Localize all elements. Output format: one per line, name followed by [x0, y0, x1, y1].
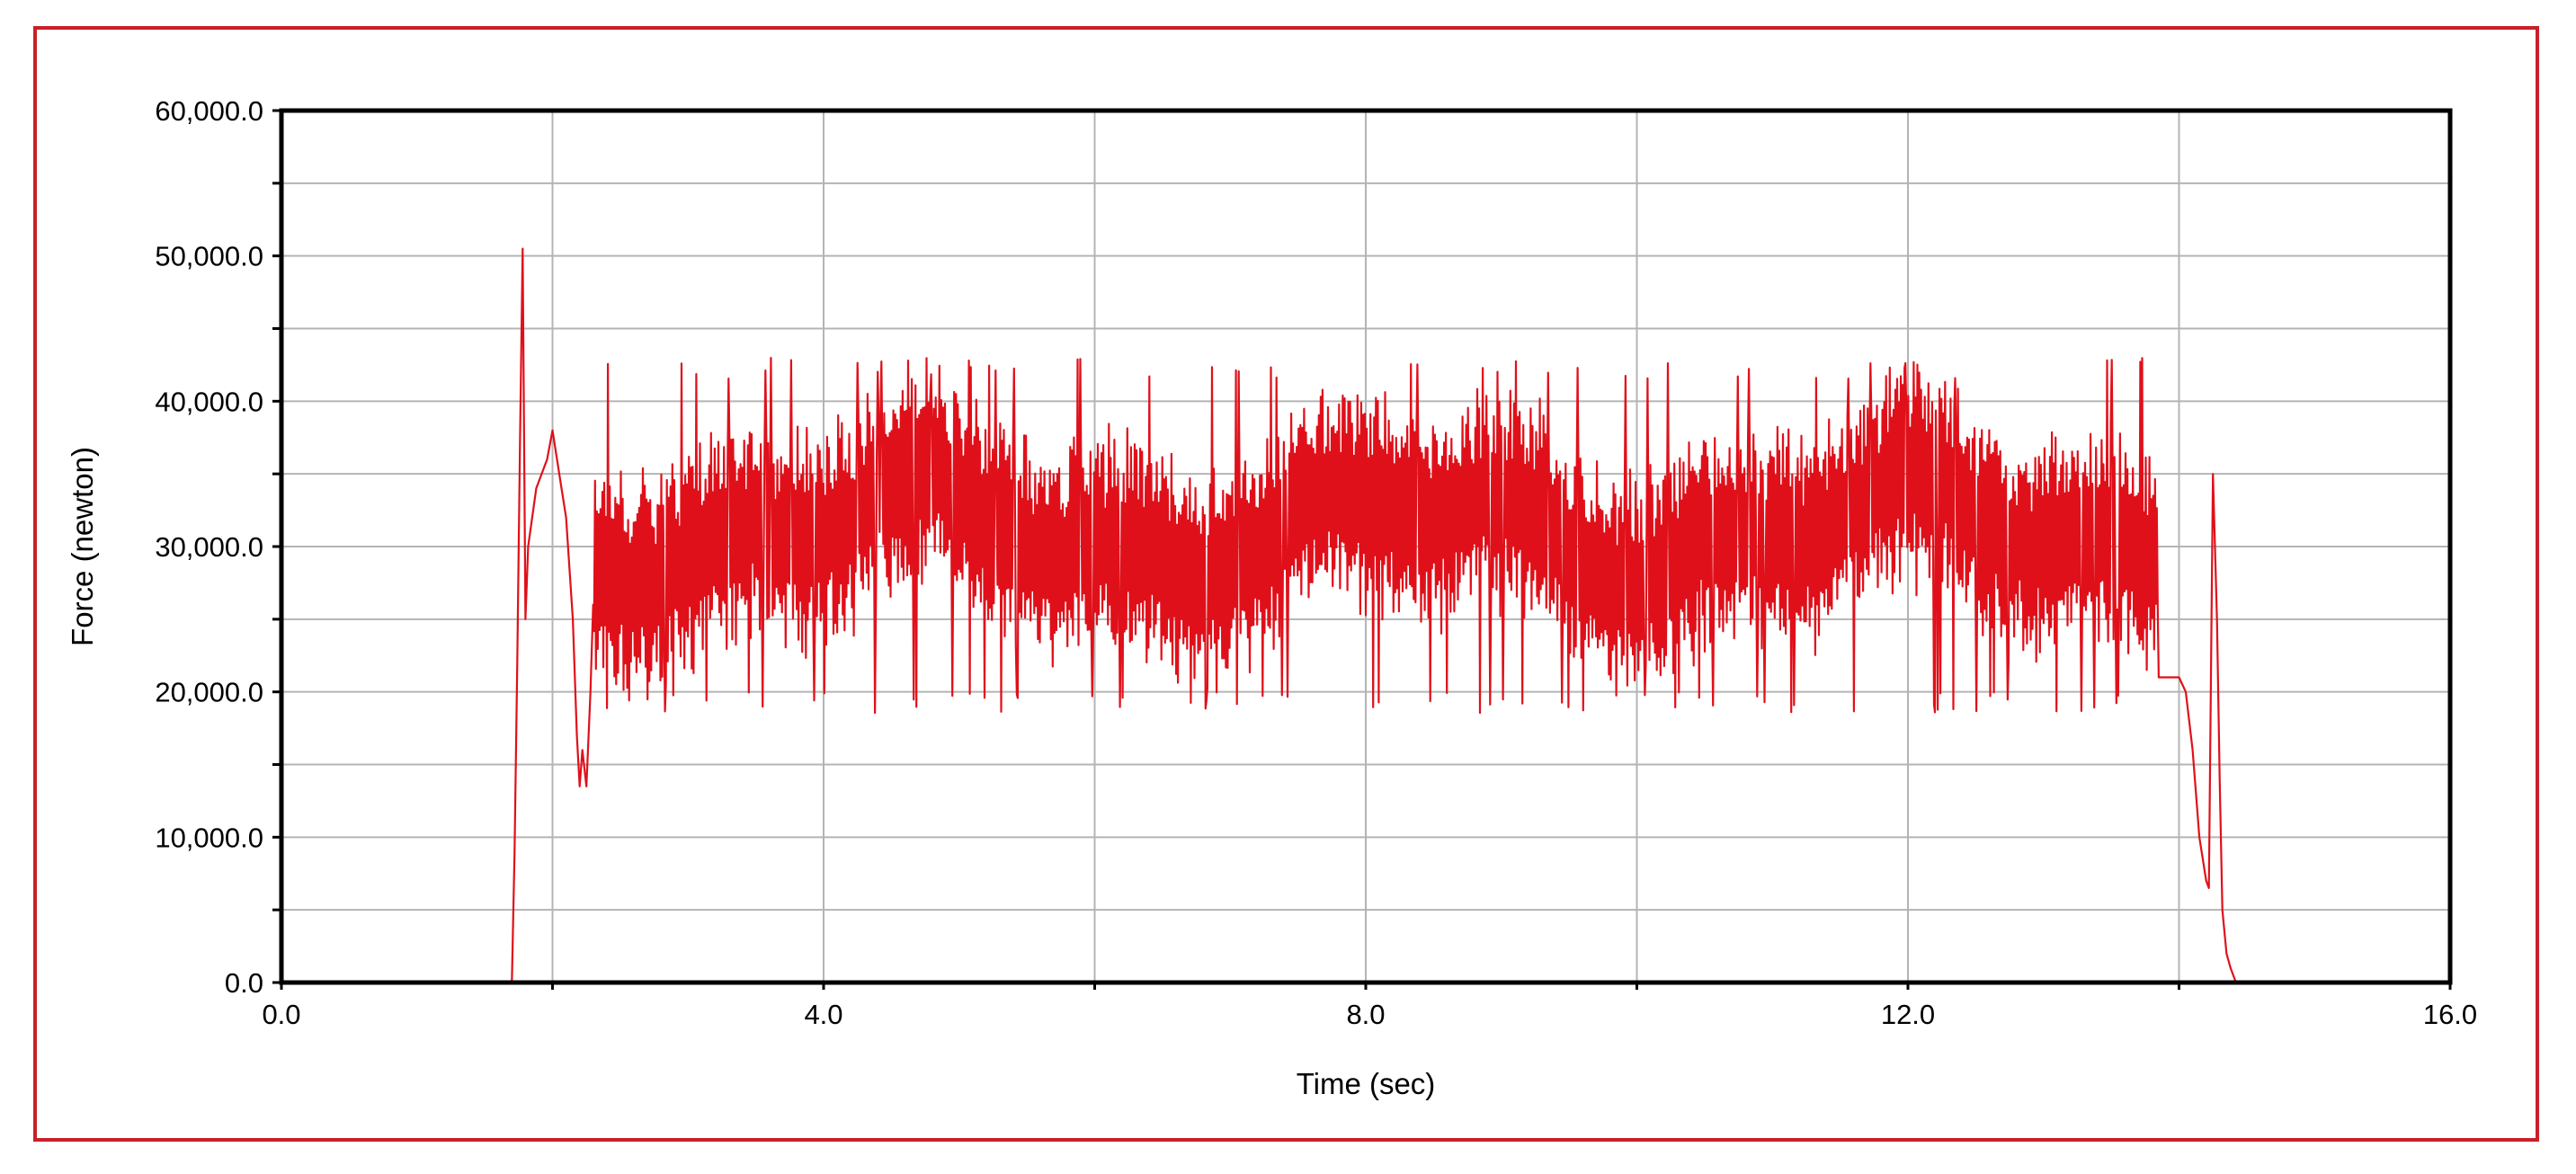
series-layer [281, 247, 2450, 984]
y-tick-labels: 0.0 10,000.0 20,000.0 30,000.0 40,000.0 50,00… [155, 95, 263, 999]
y-tick-label: 0.0 [225, 967, 263, 999]
x-axis-title: Time (sec) [1297, 1067, 1436, 1100]
y-tick-label: 50,000.0 [155, 241, 263, 272]
x-tick-labels: 0.0 4.0 8.0 12.0 16.0 [262, 999, 2477, 1030]
y-tick-label: 10,000.0 [155, 822, 263, 853]
x-tick-label: 16.0 [2423, 999, 2477, 1030]
y-tick-label: 60,000.0 [155, 95, 263, 127]
y-tick-label: 30,000.0 [155, 531, 263, 563]
y-tick-label: 40,000.0 [155, 386, 263, 417]
x-tick-label: 4.0 [804, 999, 842, 1030]
y-axis-title: Force (newton) [66, 447, 99, 646]
x-tick-label: 0.0 [262, 999, 300, 1030]
force-series-line [281, 247, 2450, 984]
x-tick-label: 12.0 [1881, 999, 1935, 1030]
plot-area-border [279, 108, 2453, 985]
x-tick-label: 8.0 [1346, 999, 1385, 1030]
y-tick-label: 20,000.0 [155, 677, 263, 708]
